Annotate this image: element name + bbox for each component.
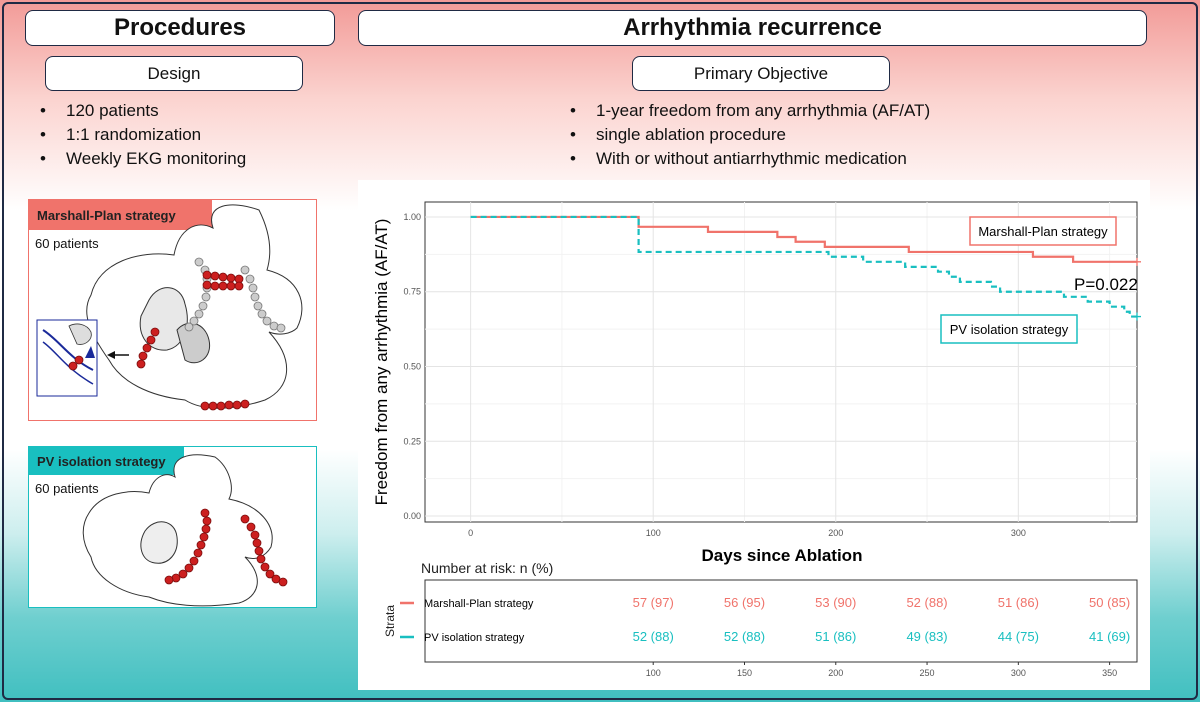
risk-x-tick-label: 200 — [828, 668, 843, 678]
y-tick-label: 0.25 — [403, 436, 421, 446]
risk-value: 52 (88) — [906, 595, 947, 610]
objective-label: Primary Objective — [632, 56, 890, 91]
risk-x-tick-label: 100 — [646, 668, 661, 678]
p-value-annotation: P=0.022 — [1074, 275, 1138, 294]
x-tick-label: 300 — [1011, 528, 1026, 538]
y-axis-label: Freedom from any arrhythmia (AF/AT) — [372, 219, 391, 506]
km-chart-panel: 0 100 200 300 0.00 0.25 0.50 0.75 1.00 Freedom f… — [358, 180, 1150, 690]
strata-label: Strata — [383, 605, 397, 637]
pv-heart-illustration — [82, 454, 288, 607]
plot-area — [424, 201, 1138, 523]
risk-value: 51 (86) — [998, 595, 1039, 610]
legend-marshall-label: Marshall-Plan strategy — [978, 224, 1108, 239]
inset-illustration — [36, 319, 98, 397]
risk-value: 56 (95) — [724, 595, 765, 610]
objective-bullet: With or without antiarrhythmic medicatio… — [560, 147, 1160, 171]
risk-value: 52 (88) — [633, 629, 674, 644]
objective-bullet: 1-year freedom from any arrhythmia (AF/A… — [560, 99, 1160, 123]
legend-pvi-label: PV isolation strategy — [950, 322, 1069, 337]
censor-mark — [1133, 257, 1141, 266]
x-tick-label: 100 — [646, 528, 661, 538]
y-tick-label: 0.00 — [403, 511, 421, 521]
y-tick-label: 0.75 — [403, 287, 421, 297]
km-chart: 0 100 200 300 0.00 0.25 0.50 0.75 1.00 Freedom f… — [372, 201, 1141, 678]
legend-pvi: PV isolation strategy — [940, 314, 1078, 344]
risk-x-tick-label: 300 — [1011, 668, 1026, 678]
risk-value: 57 (97) — [633, 595, 674, 610]
pv-isolation-label: PV isolation strategy — [29, 447, 184, 475]
risk-value: 51 (86) — [815, 629, 856, 644]
censor-mark — [1133, 312, 1141, 321]
risk-x-tick-label: 150 — [737, 668, 752, 678]
design-bullet: 1:1 randomization — [30, 123, 340, 147]
risk-x-tick-label: 350 — [1102, 668, 1117, 678]
procedures-title: Procedures — [25, 10, 335, 46]
design-label: Design — [45, 56, 303, 91]
objective-bullets: 1-year freedom from any arrhythmia (AF/A… — [560, 99, 1160, 171]
risk-value: 52 (88) — [724, 629, 765, 644]
x-tick-label: 200 — [828, 528, 843, 538]
risk-x-tick-label: 250 — [920, 668, 935, 678]
risk-table-box — [424, 579, 1138, 663]
marshall-plan-panel: Marshall-Plan strategy 60 patients — [28, 199, 317, 421]
y-tick-label: 0.50 — [403, 361, 421, 371]
risk-value: 41 (69) — [1089, 629, 1130, 644]
series-line-pvi — [470, 215, 1137, 318]
design-bullet: 120 patients — [30, 99, 340, 123]
risk-value: 53 (90) — [815, 595, 856, 610]
marshall-heart-illustration — [36, 204, 303, 411]
risk-value: 44 (75) — [998, 629, 1039, 644]
risk-table-title: Number at risk: n (%) — [421, 560, 553, 576]
pv-isolation-patients: 60 patients — [35, 481, 99, 496]
risk-value: 50 (85) — [1089, 595, 1130, 610]
series-line-marshall — [470, 215, 1137, 263]
x-tick-label: 0 — [468, 528, 473, 538]
legend-marshall: Marshall-Plan strategy — [969, 216, 1117, 246]
design-bullet: Weekly EKG monitoring — [30, 147, 340, 171]
pv-isolation-panel: PV isolation strategy 60 patients — [28, 446, 317, 608]
risk-row-pvi-name: PV isolation strategy — [424, 632, 525, 644]
outcome-title: Arrhythmia recurrence — [358, 10, 1147, 46]
x-axis-label: Days since Ablation — [702, 546, 863, 565]
risk-row-marshall-name: Marshall-Plan strategy — [424, 598, 534, 610]
y-tick-label: 1.00 — [403, 212, 421, 222]
marshall-plan-label: Marshall-Plan strategy — [29, 200, 212, 230]
arrow-icon — [107, 351, 129, 359]
marshall-plan-patients: 60 patients — [35, 236, 99, 251]
objective-bullet: single ablation procedure — [560, 123, 1160, 147]
design-bullets: 120 patients 1:1 randomization Weekly EK… — [30, 99, 340, 171]
risk-value: 49 (83) — [906, 629, 947, 644]
